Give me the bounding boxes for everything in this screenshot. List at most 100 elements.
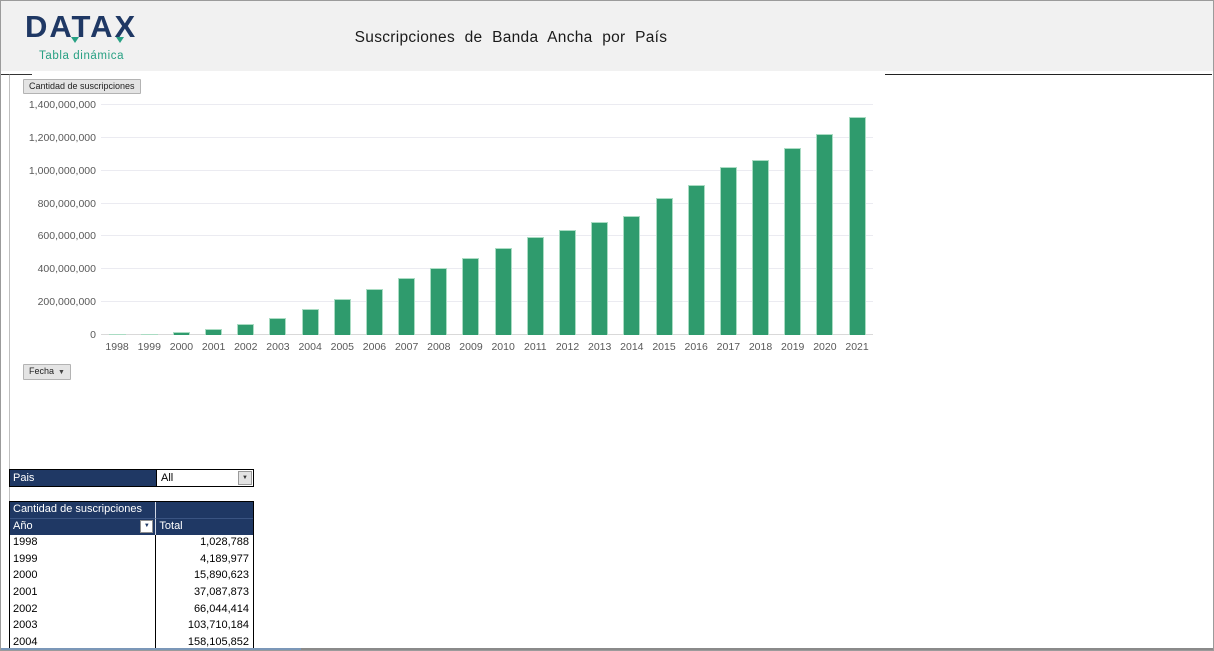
gridline (101, 235, 873, 237)
pivot-header-row: Cantidad de suscripciones (10, 502, 253, 519)
x-axis-label-2000: 2000 (169, 341, 194, 353)
chart-bar-2015[interactable] (655, 197, 673, 335)
chart-bar-2004[interactable] (301, 309, 319, 335)
chart-bar-2021[interactable] (848, 116, 866, 335)
logo-accent-icon (116, 37, 124, 43)
x-axis: 1998 1999 2000 2001 2002 2003 2004 2005 2006 2007… (101, 341, 873, 353)
brand-logo: DATAX Tabla dinámica (25, 9, 137, 62)
chart-bar-2002[interactable] (237, 324, 255, 335)
year-cell[interactable]: 2003 (10, 618, 157, 636)
chart-bar-1998[interactable] (108, 334, 126, 335)
x-axis-label-2009: 2009 (459, 341, 483, 353)
year-cell[interactable]: 2002 (10, 601, 157, 619)
pivot-empty-header-cell[interactable] (156, 502, 253, 519)
gridline (101, 268, 873, 270)
pivot-total-header-cell[interactable]: Total (159, 520, 183, 532)
chart-bar-2006[interactable] (365, 288, 383, 335)
gridline (101, 104, 873, 105)
pivot-body: 1998 1,028,788 1999 4,189,977 2000 15,890,623… (10, 535, 253, 650)
chart-bar-2011[interactable] (526, 236, 544, 335)
bar-slot (133, 105, 165, 335)
x-axis-label-2013: 2013 (587, 341, 612, 353)
bar-slot (358, 105, 390, 335)
bar-slot (391, 105, 423, 335)
table-row: 2004 158,105,852 (10, 635, 253, 650)
chart-bar-2019[interactable] (784, 147, 802, 335)
total-cell[interactable]: 66,044,414 (193, 602, 249, 615)
year-cell[interactable]: 1998 (10, 535, 157, 552)
chart-bar-2008[interactable] (430, 267, 448, 335)
filter-value-cell[interactable]: All ▼ (156, 469, 254, 487)
page-break-line (1, 74, 32, 75)
window-bottom-accent (1, 648, 301, 650)
table-row: 1999 4,189,977 (10, 551, 253, 569)
x-axis-label-2014: 2014 (620, 341, 644, 353)
x-axis-label-2001: 2001 (201, 341, 226, 353)
chart-bar-2020[interactable] (816, 133, 834, 335)
year-cell[interactable]: 2001 (10, 585, 157, 602)
chart-bar-2012[interactable] (558, 229, 576, 335)
chart-bar-2013[interactable] (591, 221, 609, 335)
x-axis-label-2018: 2018 (748, 341, 773, 353)
y-axis-tick-label: 0 (90, 329, 96, 341)
chart-bar-2017[interactable] (719, 167, 737, 335)
bar-slot (616, 105, 648, 335)
chart-bar-2016[interactable] (687, 184, 705, 335)
chevron-down-icon: ▼ (242, 475, 248, 481)
chart-bar-2014[interactable] (623, 216, 641, 335)
x-axis-label-1998: 1998 (105, 341, 129, 353)
chevron-down-icon: ▼ (143, 523, 150, 529)
year-cell[interactable]: 2004 (10, 635, 157, 650)
filter-dropdown-button[interactable]: ▼ (238, 471, 252, 485)
pivot-values-header-cell[interactable]: Cantidad de suscripciones (10, 502, 157, 519)
chart-bar-2010[interactable] (494, 247, 512, 335)
bar-slot (198, 105, 230, 335)
gridline (101, 334, 873, 335)
bar-slot (487, 105, 519, 335)
bar-slot (777, 105, 809, 335)
year-cell[interactable]: 1999 (10, 551, 157, 569)
x-axis-label-2003: 2003 (266, 341, 290, 353)
bar-slot (294, 105, 326, 335)
filter-field-cell[interactable]: Pais (9, 469, 156, 487)
x-axis-label-2015: 2015 (652, 341, 676, 353)
chart-bar-2009[interactable] (462, 257, 480, 335)
axis-field-button[interactable]: Fecha ▼ (23, 364, 71, 380)
total-cell[interactable]: 158,105,852 (187, 636, 249, 649)
logo-accent-icon (71, 37, 79, 43)
total-cell[interactable]: 1,028,788 (200, 536, 249, 548)
pivot-row-field-cell[interactable]: Año ▼ (10, 519, 157, 535)
y-axis-tick-label: 400,000,000 (37, 263, 96, 276)
x-axis-label-2016: 2016 (684, 341, 708, 353)
gridline (101, 136, 873, 138)
total-cell[interactable]: 37,087,873 (193, 586, 249, 599)
y-axis-tick-label: 1,000,000,000 (28, 164, 96, 177)
chart-bar-1999[interactable] (140, 334, 158, 335)
page-break-line (885, 74, 1212, 75)
x-axis-label-2006: 2006 (362, 341, 387, 353)
values-field-button[interactable]: Cantidad de suscripciones (23, 79, 141, 94)
bar-slot (841, 105, 873, 335)
gridline (101, 301, 873, 303)
total-cell[interactable]: 4,189,977 (200, 552, 249, 565)
table-row: 2002 66,044,414 (10, 601, 253, 619)
pivot-table: Cantidad de suscripciones Año ▼ Total 19… (9, 501, 254, 650)
x-axis-label-2007: 2007 (394, 341, 419, 353)
window-bottom-border (1, 648, 1213, 650)
chart-bar-2003[interactable] (269, 317, 287, 335)
chart-bar-2000[interactable] (172, 332, 190, 335)
chart-bar-2018[interactable] (752, 159, 770, 335)
x-axis-label-2005: 2005 (330, 341, 354, 353)
total-cell[interactable]: 103,710,184 (187, 619, 249, 632)
total-cell[interactable]: 15,890,623 (193, 569, 249, 582)
header-bar: DATAX Tabla dinámica Suscripciones de Ba… (1, 1, 1213, 71)
chart-bar-2007[interactable] (398, 278, 416, 335)
page-break-line (9, 74, 10, 650)
chart-bar-2005[interactable] (333, 298, 351, 335)
y-axis-tick-label: 800,000,000 (37, 197, 96, 210)
chart-bar-2001[interactable] (205, 328, 223, 335)
year-filter-dropdown-button[interactable]: ▼ (140, 520, 154, 533)
year-cell[interactable]: 2000 (10, 568, 157, 586)
y-axis-tick-label: 1,400,000,000 (28, 99, 96, 111)
